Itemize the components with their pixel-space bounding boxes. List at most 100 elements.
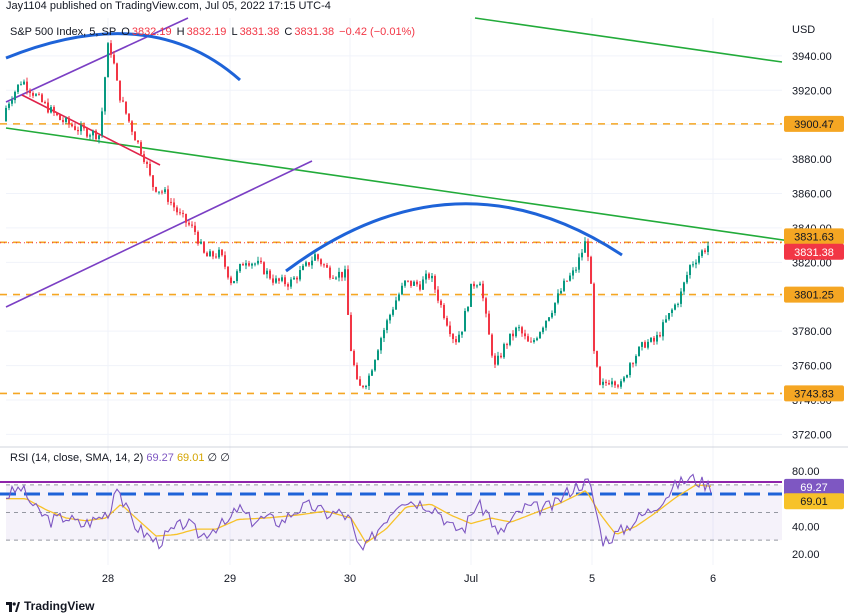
candle-body — [170, 201, 172, 203]
price-pane-grid — [0, 18, 848, 565]
time-tick-label: Jul — [464, 573, 478, 585]
candle-body — [35, 94, 37, 96]
candle-body — [26, 81, 28, 91]
candle-body — [248, 263, 250, 266]
purple-channel-lower — [5, 160, 313, 308]
candle-body — [167, 189, 169, 202]
candle-body — [191, 224, 193, 226]
candle-body — [302, 265, 304, 271]
candle-body — [281, 277, 283, 281]
price-tick-label: 3880.00 — [792, 154, 832, 166]
candle-body — [197, 231, 199, 244]
candle-body — [677, 303, 679, 305]
candle-body — [53, 107, 55, 113]
candle-body — [11, 100, 13, 104]
candle-body — [479, 283, 481, 286]
candle-body — [251, 263, 253, 266]
candle-body — [419, 284, 421, 290]
candle-body — [104, 77, 106, 112]
candle-body — [446, 318, 448, 326]
candle-body — [113, 54, 115, 64]
candle-body — [632, 363, 634, 365]
candle-body — [671, 309, 673, 314]
symbol-name: S&P 500 Index, 5, SP — [10, 26, 117, 38]
candle-body — [173, 202, 175, 208]
candle-body — [428, 273, 430, 279]
candle-body — [599, 366, 601, 385]
candle-body — [635, 356, 637, 364]
level-price-tag-bg — [784, 228, 844, 245]
candle-body — [236, 271, 238, 282]
candle-body — [194, 225, 196, 232]
level-price-tag-bg — [784, 286, 844, 303]
price-tick-label: 3760.00 — [792, 361, 832, 373]
candle-body — [383, 330, 385, 339]
ohlc-h-value: 3832.19 — [186, 26, 227, 38]
candle-body — [707, 245, 709, 252]
price-tick-label: 3780.00 — [792, 326, 832, 338]
candle-body — [683, 282, 685, 292]
candle-body — [572, 270, 574, 276]
candle-body — [416, 281, 418, 285]
rsi-legend[interactable]: RSI (14, close, SMA, 14, 2) 69.27 69.01 … — [10, 451, 230, 464]
candle-body — [143, 154, 145, 162]
rsi-value: 69.27 — [146, 452, 174, 464]
candle-body — [56, 112, 58, 116]
candle-body — [338, 271, 340, 278]
candle-body — [161, 191, 163, 193]
symbol-legend[interactable]: S&P 500 Index, 5, SP O 3832.19 H 3832.19 L… — [10, 26, 417, 38]
candle-body — [527, 336, 529, 342]
candle-body — [530, 341, 532, 343]
rsi-value-tag-bg — [784, 478, 844, 495]
candle-body — [668, 313, 670, 320]
candle-body — [686, 275, 688, 283]
candle-body — [617, 385, 619, 387]
chart-drawings[interactable] — [0, 17, 791, 496]
candle-body — [605, 381, 607, 384]
candle-body — [332, 277, 334, 279]
candle-body — [401, 285, 403, 295]
candle-body — [374, 359, 376, 371]
candle-body — [77, 129, 79, 132]
ohlc-o-label: O — [121, 26, 130, 38]
rsi-sma-value: 69.01 — [176, 452, 205, 464]
candle-body — [614, 381, 616, 386]
price-tick-label: 3920.00 — [792, 85, 832, 97]
candle-body — [203, 241, 205, 253]
red-trendline — [21, 94, 161, 166]
ohlc-l-label: L — [231, 26, 238, 38]
price-tick-label: 3720.00 — [792, 429, 832, 441]
candle-body — [350, 314, 352, 351]
candle-body — [563, 280, 565, 291]
candle-body — [92, 130, 94, 136]
brand-footer[interactable]: TradingView — [6, 599, 94, 613]
candle-body — [590, 256, 592, 284]
settings-icon[interactable]: ∅ — [220, 452, 230, 464]
candle-body — [212, 251, 214, 257]
candle-body — [542, 327, 544, 333]
candle-body — [509, 333, 511, 345]
price-tick-label: 3860.00 — [792, 189, 832, 201]
candle-body — [533, 340, 535, 342]
candle-body — [137, 140, 139, 143]
candle-body — [134, 131, 136, 141]
eye-icon[interactable]: ∅ — [207, 452, 218, 464]
rsi-tick-label: 40.00 — [792, 521, 820, 533]
candle-body — [32, 93, 34, 96]
level-price-tag: 3900.47 — [794, 119, 834, 131]
candle-body — [95, 130, 97, 140]
candle-body — [623, 377, 625, 382]
candle-body — [449, 325, 451, 335]
candle-body — [461, 331, 463, 335]
candle-body — [29, 90, 31, 94]
candle-body — [296, 277, 298, 280]
time-tick-label: 29 — [224, 573, 236, 585]
candle-body — [368, 375, 370, 386]
candle-body — [242, 264, 244, 266]
candle-body — [464, 311, 466, 332]
candle-body — [119, 80, 121, 101]
candle-body — [44, 101, 46, 103]
rsi-value-tag: 69.27 — [800, 482, 828, 494]
tradingview-logo-icon — [6, 601, 20, 612]
